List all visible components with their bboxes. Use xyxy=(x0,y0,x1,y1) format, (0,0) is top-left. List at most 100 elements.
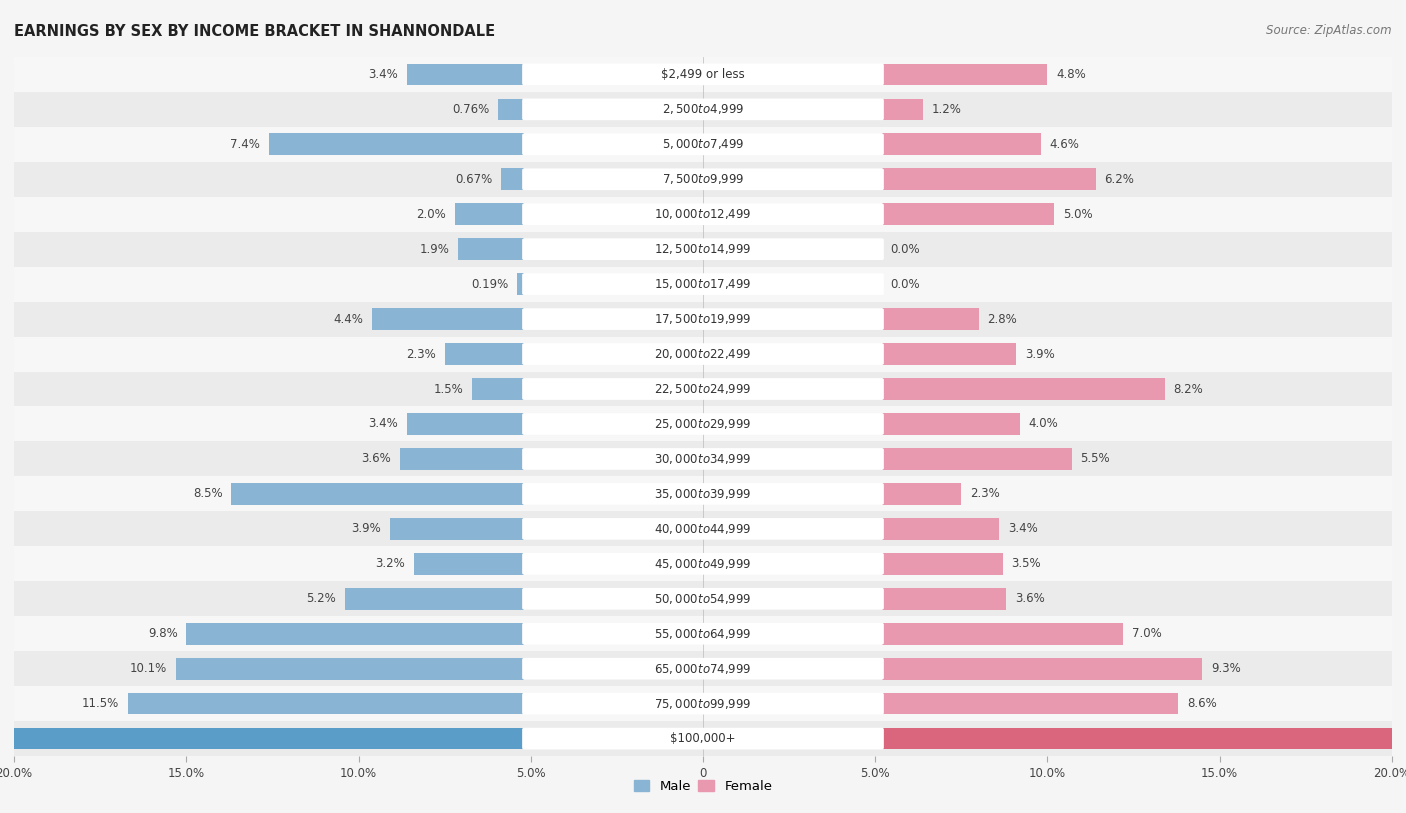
Bar xyxy=(373,308,524,330)
Bar xyxy=(882,63,1047,85)
Bar xyxy=(456,203,524,225)
Text: 7.4%: 7.4% xyxy=(231,138,260,150)
Bar xyxy=(14,232,1392,267)
Text: 2.0%: 2.0% xyxy=(416,208,446,220)
FancyBboxPatch shape xyxy=(522,98,884,120)
Bar xyxy=(14,686,1392,721)
Bar xyxy=(176,658,524,680)
FancyBboxPatch shape xyxy=(522,133,884,155)
Text: $30,000 to $34,999: $30,000 to $34,999 xyxy=(654,452,752,466)
Bar xyxy=(14,406,1392,441)
Text: 3.4%: 3.4% xyxy=(1008,523,1038,535)
Bar xyxy=(14,721,1392,756)
Bar xyxy=(882,378,1164,400)
Bar xyxy=(231,483,524,505)
Text: EARNINGS BY SEX BY INCOME BRACKET IN SHANNONDALE: EARNINGS BY SEX BY INCOME BRACKET IN SHA… xyxy=(14,24,495,39)
Text: 5.2%: 5.2% xyxy=(307,593,336,605)
Bar xyxy=(406,413,524,435)
Text: 1.9%: 1.9% xyxy=(420,243,450,255)
Bar xyxy=(14,127,1392,162)
Text: 5.5%: 5.5% xyxy=(1080,453,1109,465)
Text: 10.1%: 10.1% xyxy=(131,663,167,675)
Bar xyxy=(882,308,979,330)
Text: 0.67%: 0.67% xyxy=(456,173,492,185)
FancyBboxPatch shape xyxy=(522,343,884,365)
Bar xyxy=(14,581,1392,616)
Text: $65,000 to $74,999: $65,000 to $74,999 xyxy=(654,662,752,676)
Text: 3.6%: 3.6% xyxy=(1015,593,1045,605)
FancyBboxPatch shape xyxy=(522,588,884,610)
FancyBboxPatch shape xyxy=(522,203,884,225)
Text: $7,500 to $9,999: $7,500 to $9,999 xyxy=(662,172,744,186)
Bar xyxy=(14,476,1392,511)
Text: 2.8%: 2.8% xyxy=(987,313,1017,325)
FancyBboxPatch shape xyxy=(522,728,884,750)
Bar xyxy=(498,98,524,120)
Bar xyxy=(0,728,524,750)
Bar xyxy=(344,588,524,610)
FancyBboxPatch shape xyxy=(522,553,884,575)
Bar xyxy=(882,203,1054,225)
Bar xyxy=(882,623,1123,645)
Text: 8.5%: 8.5% xyxy=(193,488,222,500)
Text: $5,000 to $7,499: $5,000 to $7,499 xyxy=(662,137,744,151)
Bar xyxy=(882,693,1178,715)
Text: 8.2%: 8.2% xyxy=(1173,383,1204,395)
Text: $50,000 to $54,999: $50,000 to $54,999 xyxy=(654,592,752,606)
Text: 3.6%: 3.6% xyxy=(361,453,391,465)
Text: $25,000 to $29,999: $25,000 to $29,999 xyxy=(654,417,752,431)
Text: $2,499 or less: $2,499 or less xyxy=(661,68,745,80)
Bar xyxy=(14,197,1392,232)
Text: $22,500 to $24,999: $22,500 to $24,999 xyxy=(654,382,752,396)
Text: 6.2%: 6.2% xyxy=(1104,173,1135,185)
Bar xyxy=(882,728,1406,750)
FancyBboxPatch shape xyxy=(522,168,884,190)
FancyBboxPatch shape xyxy=(522,623,884,645)
Bar xyxy=(458,238,524,260)
Bar xyxy=(501,168,524,190)
Bar xyxy=(882,483,962,505)
Text: 9.8%: 9.8% xyxy=(148,628,177,640)
FancyBboxPatch shape xyxy=(522,308,884,330)
Bar xyxy=(14,372,1392,406)
Bar xyxy=(14,267,1392,302)
Bar xyxy=(882,588,1007,610)
FancyBboxPatch shape xyxy=(522,238,884,260)
Text: 3.2%: 3.2% xyxy=(375,558,405,570)
Bar xyxy=(882,343,1017,365)
Text: 0.19%: 0.19% xyxy=(471,278,509,290)
Bar xyxy=(882,518,1000,540)
Bar xyxy=(882,98,924,120)
Bar xyxy=(413,553,524,575)
Text: $15,000 to $17,499: $15,000 to $17,499 xyxy=(654,277,752,291)
Bar xyxy=(517,273,524,295)
Bar xyxy=(14,302,1392,337)
Bar xyxy=(14,616,1392,651)
Text: $2,500 to $4,999: $2,500 to $4,999 xyxy=(662,102,744,116)
FancyBboxPatch shape xyxy=(522,273,884,295)
Bar xyxy=(14,57,1392,92)
Bar xyxy=(14,337,1392,372)
Text: 4.6%: 4.6% xyxy=(1049,138,1078,150)
Bar xyxy=(399,448,524,470)
Bar xyxy=(269,133,524,155)
FancyBboxPatch shape xyxy=(522,448,884,470)
Text: 3.9%: 3.9% xyxy=(352,523,381,535)
Text: 2.3%: 2.3% xyxy=(406,348,436,360)
Text: $55,000 to $64,999: $55,000 to $64,999 xyxy=(654,627,752,641)
Bar xyxy=(472,378,524,400)
Text: 1.5%: 1.5% xyxy=(434,383,464,395)
FancyBboxPatch shape xyxy=(522,693,884,715)
Text: 0.76%: 0.76% xyxy=(451,103,489,115)
Legend: Male, Female: Male, Female xyxy=(628,775,778,798)
Text: $20,000 to $22,499: $20,000 to $22,499 xyxy=(654,347,752,361)
FancyBboxPatch shape xyxy=(522,658,884,680)
Text: 3.4%: 3.4% xyxy=(368,68,398,80)
Text: $12,500 to $14,999: $12,500 to $14,999 xyxy=(654,242,752,256)
Text: 3.9%: 3.9% xyxy=(1025,348,1054,360)
FancyBboxPatch shape xyxy=(522,483,884,505)
Bar xyxy=(882,168,1095,190)
Text: $40,000 to $44,999: $40,000 to $44,999 xyxy=(654,522,752,536)
Bar xyxy=(389,518,524,540)
Text: 9.3%: 9.3% xyxy=(1211,663,1241,675)
